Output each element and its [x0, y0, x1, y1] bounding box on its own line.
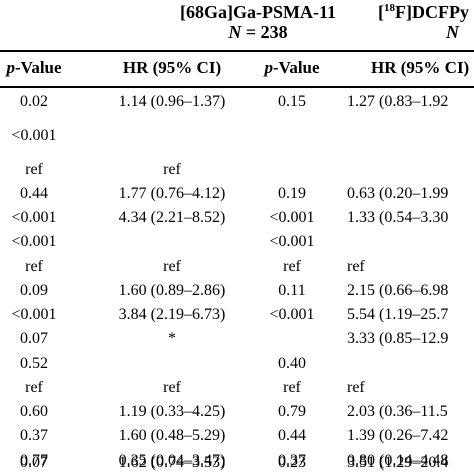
- group-header-dcfpyl: [18F]DCFPy: [378, 2, 469, 22]
- group-header-ga-psma: [68Ga]Ga-PSMA-11: [180, 2, 336, 22]
- p-value-cell: <0.001: [269, 233, 315, 250]
- p-value-cell: ref: [283, 258, 301, 275]
- hr-ci-cell: 2.03 (0.36–11.5: [347, 403, 448, 420]
- p-value-cell: ref: [25, 379, 43, 396]
- p-value-cell: <0.001: [269, 306, 315, 323]
- p-value-cell: 0.40: [278, 355, 306, 372]
- hr-ci-cell: 3.51 (1.29–20.4: [347, 454, 449, 471]
- group-n-ga-psma: N = 238: [228, 22, 288, 42]
- hr-ci-cell: 1.19 (0.33–4.25): [118, 403, 226, 420]
- p-value-cell: 0.44: [20, 185, 48, 202]
- hr-ci-cell: 1.60 (0.48–5.29): [118, 427, 226, 444]
- header-bottom-rule: [0, 86, 474, 88]
- p-value-cell: 0.09: [20, 282, 48, 299]
- hr-ci-cell: 0.63 (0.20–1.99: [347, 185, 449, 202]
- p-value-cell: 0.52: [20, 355, 48, 372]
- hr-ci-cell: ref: [347, 258, 365, 275]
- hr-ci-cell: 1.14 (0.96–1.37): [118, 93, 226, 110]
- hr-ci-cell: ref: [163, 161, 181, 178]
- hr-ci-cell: ref: [347, 379, 365, 396]
- hr-ci-cell: 4.34 (2.21–8.52): [118, 209, 226, 226]
- hr-ci-cell: ref: [163, 258, 181, 275]
- hr-ci-cell: 1.77 (0.76–4.12): [118, 185, 226, 202]
- hr-ci-cell: *: [168, 330, 176, 347]
- p-value-cell: 0.15: [278, 93, 306, 110]
- col-header-p-value-1: p-Value: [6, 58, 62, 77]
- hr-ci-cell: 3.33 (0.85–12.9: [347, 330, 449, 347]
- p-value-cell: 0.19: [278, 185, 306, 202]
- p-value-cell: ref: [25, 161, 43, 178]
- p-value-cell: <0.001: [11, 306, 57, 323]
- hr-ci-cell: 0.35 (0.04–3.47): [118, 452, 226, 469]
- p-value-cell: 0.07: [20, 454, 48, 471]
- col-header-p-value-2: p-Value: [264, 58, 320, 77]
- p-value-cell: ref: [283, 379, 301, 396]
- hr-ci-cell: 1.60 (0.89–2.86): [118, 282, 226, 299]
- p-value-cell: 0.23: [278, 454, 306, 471]
- p-value-cell: 0.11: [278, 282, 306, 299]
- p-value-cell: 0.02: [20, 93, 48, 110]
- hr-ci-cell: ref: [163, 379, 181, 396]
- p-value-cell: <0.001: [11, 127, 57, 144]
- p-value-cell: <0.001: [11, 233, 57, 250]
- p-value-cell: 0.77: [20, 452, 48, 469]
- group-n-dcfpyl: N: [446, 22, 459, 42]
- p-value-cell: 0.79: [278, 403, 306, 420]
- p-value-cell: 0.60: [20, 403, 48, 420]
- p-value-cell: ref: [25, 258, 43, 275]
- p-value-cell: 0.44: [278, 427, 306, 444]
- col-header-hr-ci-1: HR (95% CI): [122, 58, 222, 77]
- p-value-cell: 0.37: [278, 452, 306, 469]
- hr-ci-cell: 1.39 (0.26–7.42: [347, 427, 449, 444]
- col-header-hr-ci-2: HR (95% CI): [371, 58, 470, 77]
- hr-ci-cell: 2.15 (0.66–6.98: [347, 282, 449, 299]
- hr-ci-cell: 0.80 (0.14–4.48: [347, 452, 449, 469]
- p-value-cell: 0.37: [20, 427, 48, 444]
- hr-ci-cell: 1.62 (0.74–3.53): [118, 454, 226, 471]
- hr-ci-cell: 1.33 (0.54–3.30: [347, 209, 449, 226]
- hr-ci-cell: 1.27 (0.83–1.92: [347, 93, 449, 110]
- p-value-cell: 0.07: [20, 330, 48, 347]
- p-value-cell: <0.001: [269, 209, 315, 226]
- p-value-cell: <0.001: [11, 209, 57, 226]
- hr-ci-cell: 5.54 (1.19–25.7: [347, 306, 449, 323]
- hr-ci-cell: 3.84 (2.19–6.73): [118, 306, 226, 323]
- header-top-rule: [0, 50, 474, 52]
